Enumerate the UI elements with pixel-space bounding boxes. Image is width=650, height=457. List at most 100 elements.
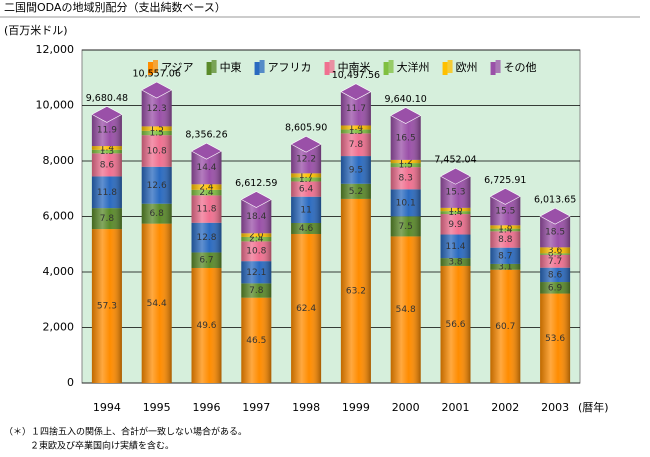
bar-shade	[91, 176, 122, 209]
y-tick-label: 2,000	[43, 321, 75, 334]
bar-shade	[191, 195, 222, 223]
bar-shade	[241, 236, 272, 242]
x-tick-label: 1996	[193, 401, 221, 414]
legend-swatch	[211, 60, 217, 73]
segment-label: 8.8	[498, 235, 513, 245]
bar-shade	[340, 183, 371, 199]
bar-top	[290, 135, 322, 153]
y-tick-label: 6,000	[43, 210, 75, 223]
segment-label: 57.3	[97, 302, 117, 312]
segment-label: 1.7	[299, 171, 313, 181]
bar-top	[340, 83, 372, 101]
y-tick-label: 10,000	[36, 99, 75, 112]
bar-shade	[291, 177, 322, 182]
segment-label: 11.8	[196, 205, 216, 215]
legend-swatch	[153, 60, 158, 73]
legend-label: アフリカ	[268, 61, 312, 74]
segment-label: 6.4	[299, 185, 314, 195]
legend-label: 中東	[220, 61, 242, 74]
segment-label: 1.8	[498, 222, 513, 232]
segment-label: 62.4	[296, 304, 316, 314]
bar-shade	[91, 208, 122, 230]
total-label: 8,605.90	[285, 123, 327, 134]
bar-shade	[91, 149, 122, 154]
segment-label: 2.4	[199, 183, 214, 193]
segment-label: 6.8	[150, 209, 165, 219]
total-label: 10,497.56	[332, 70, 380, 81]
bar-shade	[340, 129, 371, 134]
bar-shade	[340, 125, 371, 130]
bar-shade	[141, 130, 172, 136]
bar-shade	[540, 247, 571, 254]
bar-shade	[241, 261, 272, 284]
segment-label: 0.9	[548, 250, 563, 260]
bar-top	[489, 188, 521, 205]
bar-shade	[490, 263, 521, 270]
total-label: 10,557.06	[133, 69, 181, 80]
segment-label: 1.4	[498, 225, 513, 235]
x-tick-label: 1999	[342, 401, 370, 414]
segment-label: 7.8	[249, 286, 264, 296]
bar-shade	[141, 126, 172, 131]
segment-label: 18.4	[246, 212, 266, 222]
y-axis-label: (百万米ドル)	[4, 24, 68, 37]
bar-shade	[291, 222, 322, 234]
segment-label: 15.3	[445, 188, 465, 198]
segment-label: 14.4	[196, 163, 216, 173]
segment-label: 53.6	[545, 334, 565, 344]
bar-shade	[291, 173, 322, 178]
x-tick-label: 2001	[442, 401, 470, 414]
footnote: （＊）１四捨五入の関係上、合計が一致しない場合がある。	[4, 426, 247, 438]
segment-label: 1.4	[100, 143, 115, 153]
total-label: 9,640.10	[385, 94, 427, 105]
segment-label: 15.5	[495, 206, 515, 216]
bar-shade	[191, 189, 222, 196]
bar-shade	[540, 293, 571, 383]
x-tick-label: 1994	[93, 401, 121, 414]
bar-shade	[291, 196, 322, 223]
segment-label: 63.2	[346, 286, 366, 296]
bar-shade	[390, 236, 421, 383]
x-tick-label: 2003	[541, 401, 569, 414]
bar-shade	[490, 247, 521, 264]
segment-label: 11.7	[346, 104, 366, 114]
bar-top	[439, 167, 472, 185]
bar-top	[240, 191, 272, 208]
segment-label: 8.6	[100, 160, 115, 170]
bar-shade	[390, 216, 421, 237]
segment-label: 4.6	[299, 224, 314, 234]
segment-label: 16.5	[396, 133, 416, 143]
segment-label: 11.4	[445, 242, 465, 252]
bar-shade	[440, 258, 471, 266]
segment-label: 12.2	[296, 154, 316, 164]
bar-shade	[540, 267, 571, 283]
segment-label: 56.6	[445, 320, 465, 330]
bar-top	[141, 81, 173, 99]
legend-swatch	[388, 60, 394, 73]
segment-label: 12.8	[196, 233, 216, 243]
segment-label: 1.2	[399, 157, 413, 167]
bar-shade	[241, 241, 272, 262]
bar-shade	[191, 222, 222, 253]
segment-label: 1.3	[349, 127, 363, 137]
total-label: 9,680.48	[86, 93, 128, 104]
bar-top	[190, 142, 223, 160]
legend-label: アジア	[161, 61, 194, 74]
segment-label: 1.4	[349, 123, 364, 133]
legend-label: 大洋州	[397, 60, 430, 74]
bar-shade	[390, 159, 421, 164]
legend-label: 欧州	[456, 61, 478, 74]
segment-label: 6.9	[548, 283, 563, 293]
segment-label: 11	[300, 205, 311, 215]
x-axis-label: (暦年)	[578, 400, 609, 414]
segment-label: 11.9	[97, 126, 117, 136]
bar-shade	[340, 156, 371, 184]
segment-label: 7.5	[399, 222, 413, 232]
segment-label: 8.6	[548, 270, 563, 280]
bar-shade	[91, 229, 122, 383]
legend-swatch	[324, 62, 330, 75]
bar-shade	[440, 214, 471, 235]
total-label: 6,013.65	[534, 195, 576, 206]
bar-shade	[440, 234, 471, 259]
